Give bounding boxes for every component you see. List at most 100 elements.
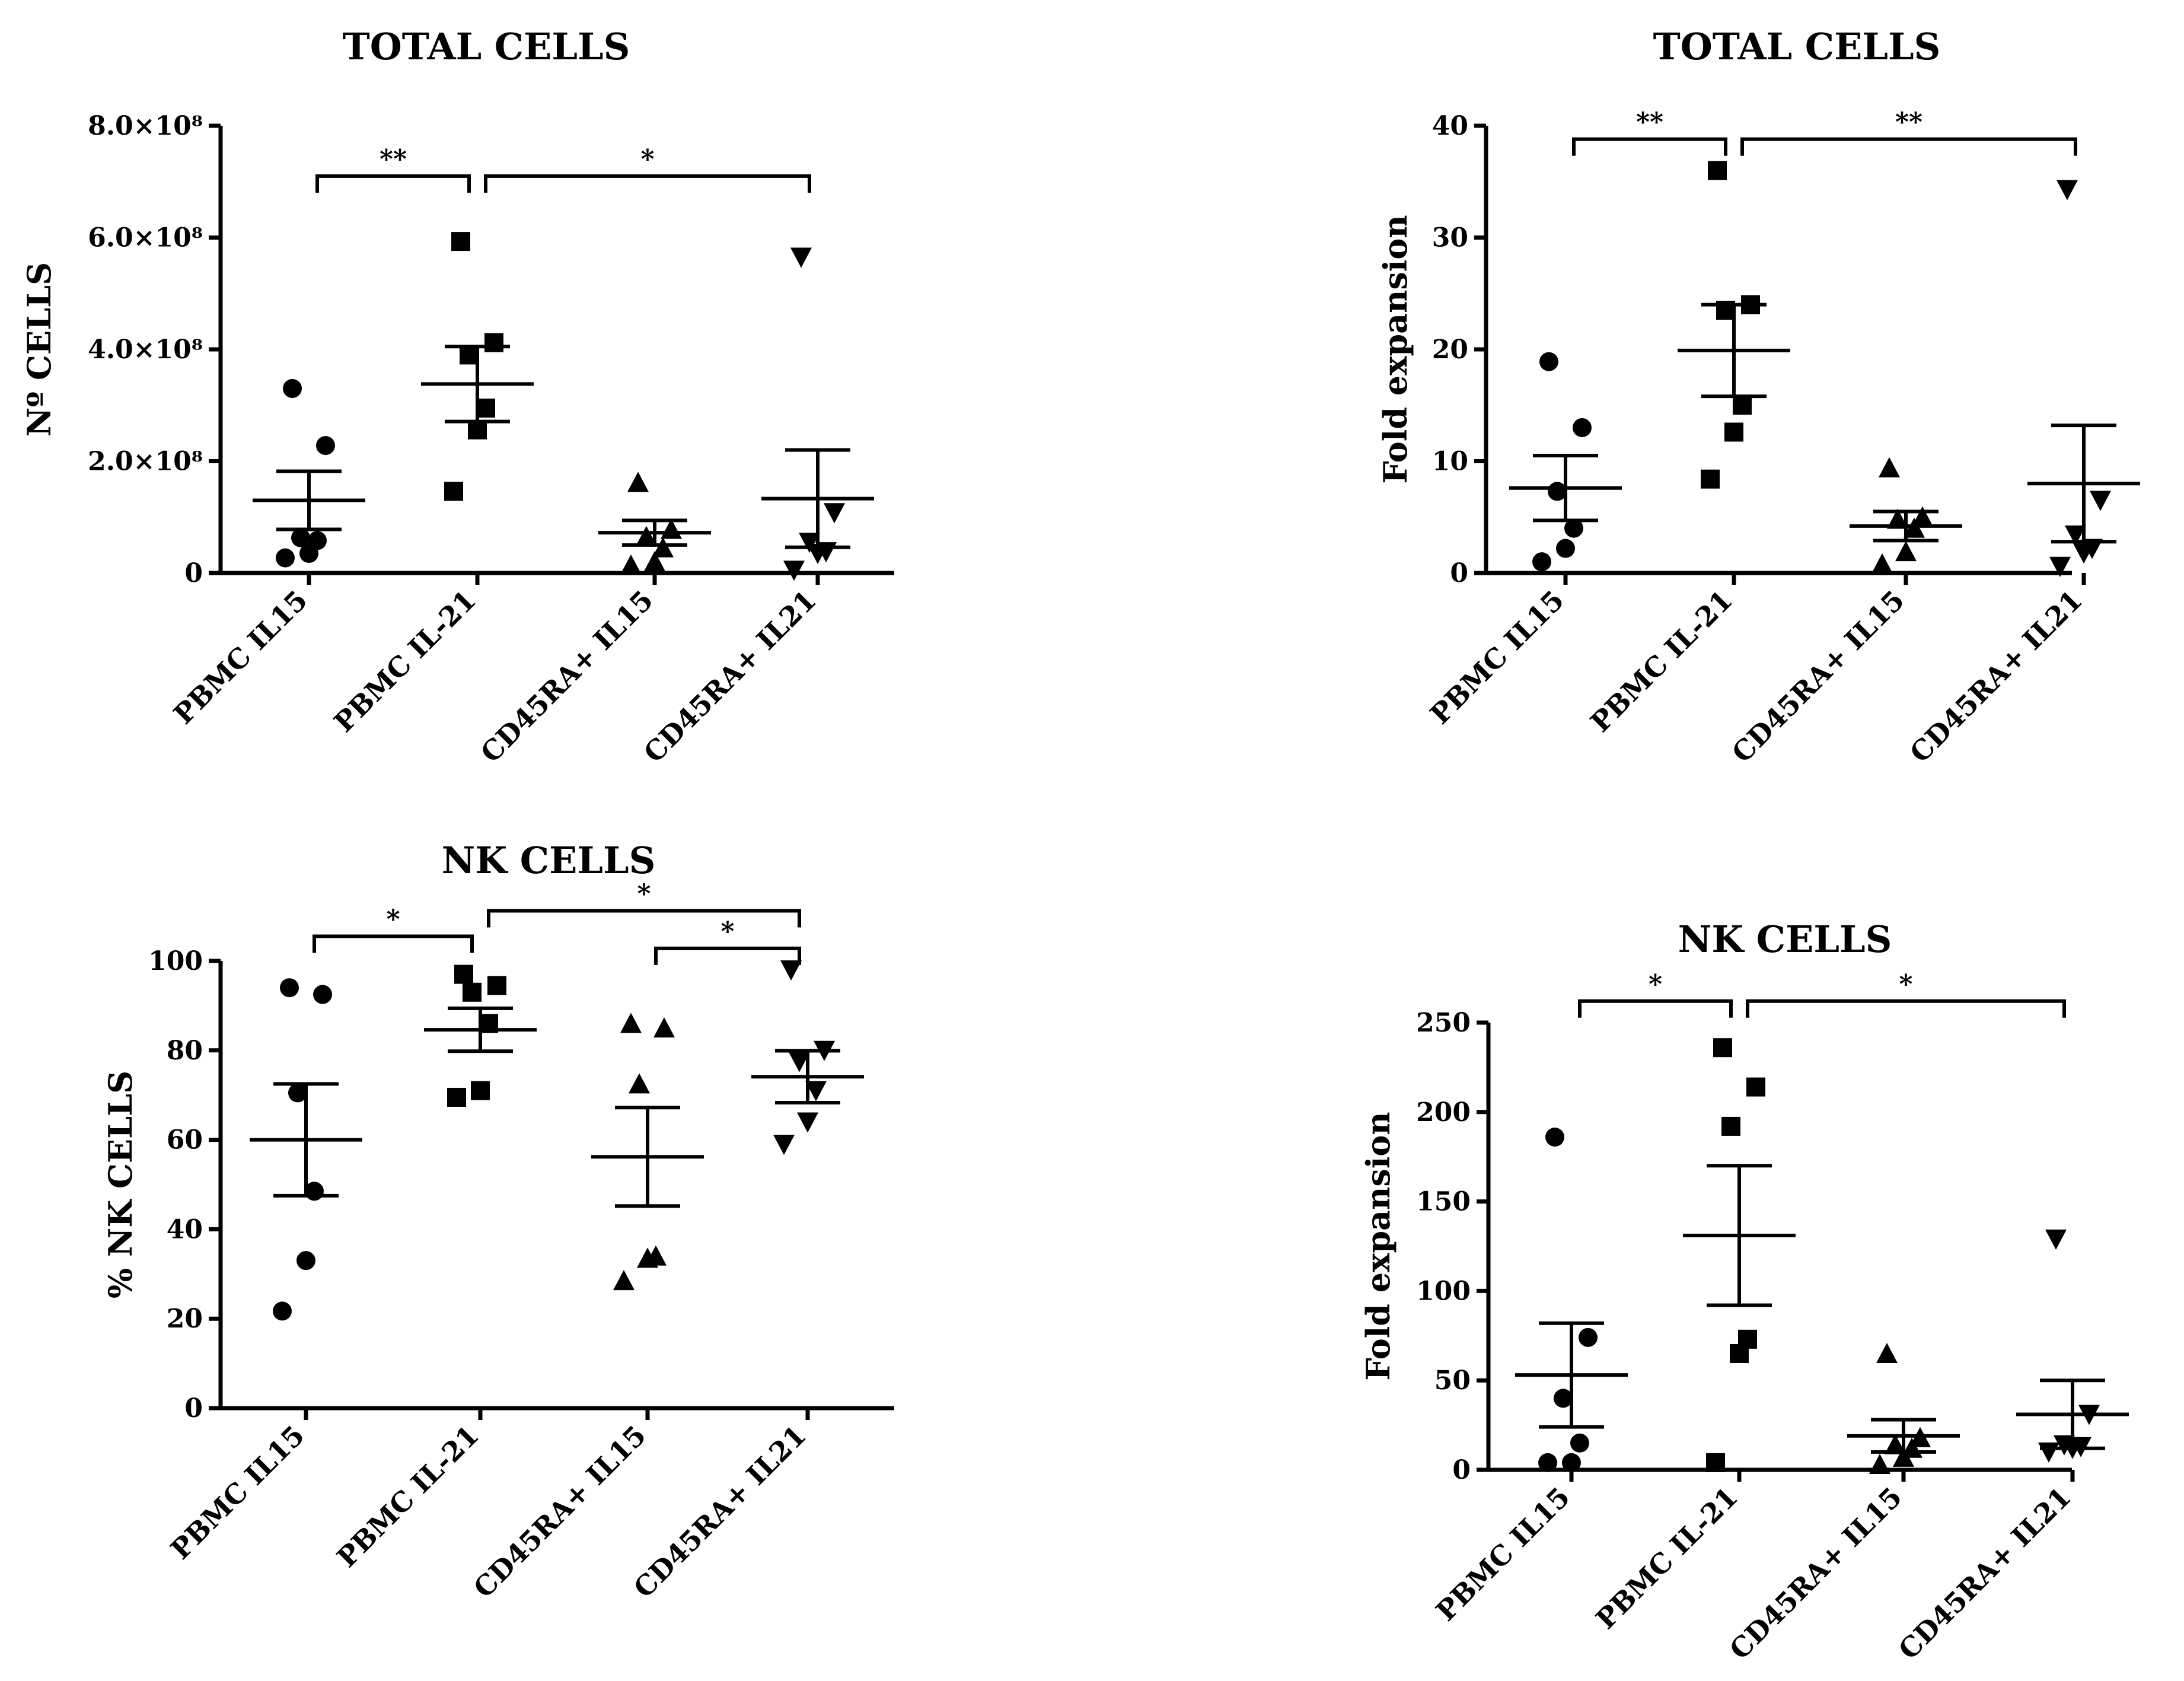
data-point	[799, 533, 820, 553]
y-tick-label: 6.0×10⁸	[88, 223, 203, 253]
data-point	[1713, 1038, 1732, 1058]
data-point	[296, 1251, 315, 1271]
x-tick-label: PBMC IL-21	[1584, 584, 1739, 738]
significance-bracket	[313, 934, 474, 953]
data-point	[629, 1073, 650, 1094]
significance-bracket	[1572, 137, 1727, 156]
data-point	[454, 964, 473, 984]
data-point	[1570, 1433, 1589, 1453]
significance-label: *	[1899, 969, 1912, 999]
data-point	[451, 232, 470, 251]
data-point	[273, 1301, 292, 1321]
chart-title: NK CELLS	[442, 839, 656, 882]
x-tick-label: CD45RA+ IL15	[467, 1419, 652, 1604]
data-point	[484, 333, 503, 352]
y-tick-label: 100	[1416, 1276, 1471, 1306]
significance-label: *	[720, 916, 734, 947]
data-point	[471, 1081, 490, 1100]
data-point	[447, 1087, 466, 1107]
x-tick-label: CD45RA+ IL21	[1892, 1481, 2077, 1666]
y-tick-label: 0	[1452, 1455, 1471, 1485]
y-axis-label: Fold expansion	[1376, 215, 1414, 483]
significance-bracket	[315, 174, 471, 193]
x-tick-label: CD45RA+ IL21	[627, 1419, 812, 1604]
data-point	[299, 544, 318, 563]
data-point	[773, 1135, 795, 1155]
data-point	[1871, 553, 1893, 574]
y-axis-label: Nº CELLS	[20, 262, 58, 437]
y-tick-label: 2.0×10⁸	[88, 447, 203, 477]
y-axis-label: Fold expansion	[1359, 1112, 1397, 1380]
data-point	[1869, 1453, 1890, 1474]
data-point	[1538, 1453, 1557, 1472]
significance-label: **	[380, 144, 407, 174]
data-point	[1912, 506, 1933, 527]
y-tick-label: 8.0×10⁸	[88, 111, 203, 141]
y-tick-label: 30	[1432, 223, 1468, 253]
chart-title: TOTAL CELLS	[343, 25, 630, 68]
data-point	[313, 985, 332, 1004]
data-point	[1730, 1343, 1749, 1363]
x-tick-label: CD45RA+ IL21	[1904, 584, 2089, 769]
x-tick-label: CD45RA+ IL21	[637, 584, 822, 769]
x-tick-label: CD45RA+ IL15	[1723, 1481, 1908, 1666]
y-tick-label: 250	[1416, 1008, 1471, 1038]
y-axis-label: % NK CELLS	[101, 1071, 139, 1298]
data-point	[1579, 1327, 1598, 1347]
data-point	[636, 526, 657, 546]
panel-total-cells-fold: TOTAL CELLS Fold expansion 0 10 20 30 40 PBMC I…	[1376, 25, 2140, 769]
data-point	[627, 472, 649, 492]
data-point	[476, 398, 495, 418]
data-point	[1564, 518, 1583, 538]
data-point	[1733, 396, 1752, 415]
data-point	[1895, 541, 1917, 562]
data-point	[2038, 1442, 2059, 1463]
y-tick-label: 200	[1416, 1097, 1471, 1128]
x-tick-label: PBMC IL15	[164, 1419, 311, 1566]
data-point	[1721, 1116, 1740, 1136]
data-point	[1532, 552, 1551, 572]
data-point	[620, 1013, 642, 1033]
data-point	[1708, 161, 1727, 180]
data-point	[487, 976, 506, 995]
x-tick-label: PBMC IL15	[167, 584, 314, 731]
data-point	[2065, 525, 2086, 546]
data-point	[1879, 457, 1900, 477]
data-point	[780, 960, 802, 981]
y-tick-label: 10	[1432, 447, 1468, 477]
y-tick-label: 40	[167, 1214, 203, 1244]
data-point	[2049, 556, 2071, 577]
y-tick-label: 100	[148, 946, 203, 976]
x-tick-label: PBMC IL-21	[331, 1419, 485, 1574]
significance-label: *	[386, 905, 400, 935]
data-point	[644, 551, 665, 572]
data-point	[288, 1083, 307, 1103]
data-point	[653, 1017, 675, 1038]
data-point	[783, 561, 805, 581]
x-tick-label: PBMC IL15	[1430, 1481, 1576, 1628]
data-point	[652, 537, 674, 558]
panel-total-cells-count: TOTAL CELLS Nº CELLS 0 2.0×10⁸ 4.0×10⁸ 6.0×10…	[20, 25, 894, 769]
panel-nk-cells-percent: NK CELLS % NK CELLS 0 20 40 60 80 100 PBMC IL15 P…	[101, 839, 894, 1604]
data-point	[291, 528, 310, 547]
y-tick-label: 20	[167, 1304, 203, 1334]
significance-bracket	[1740, 137, 2077, 156]
data-point	[1701, 469, 1720, 489]
significance-bracket	[487, 909, 801, 928]
data-point	[613, 1270, 635, 1291]
x-tick-label: CD45RA+ IL15	[1726, 584, 1911, 769]
data-point	[1885, 1434, 1906, 1454]
data-point	[789, 1052, 810, 1072]
data-point	[1556, 539, 1575, 558]
significance-label: **	[1895, 107, 1922, 138]
data-point	[2057, 180, 2078, 200]
data-point	[620, 554, 642, 575]
significance-label: *	[637, 879, 651, 909]
data-point	[637, 1247, 658, 1268]
panel-nk-cells-fold: NK CELLS Fold expansion 0 50 100 150 200 250 PBM…	[1359, 918, 2129, 1666]
data-point	[1746, 1077, 1765, 1097]
significance-label: *	[640, 144, 654, 174]
chart-title: NK CELLS	[1678, 918, 1892, 961]
x-tick-label: PBMC IL-21	[328, 584, 482, 738]
data-point	[316, 436, 335, 456]
